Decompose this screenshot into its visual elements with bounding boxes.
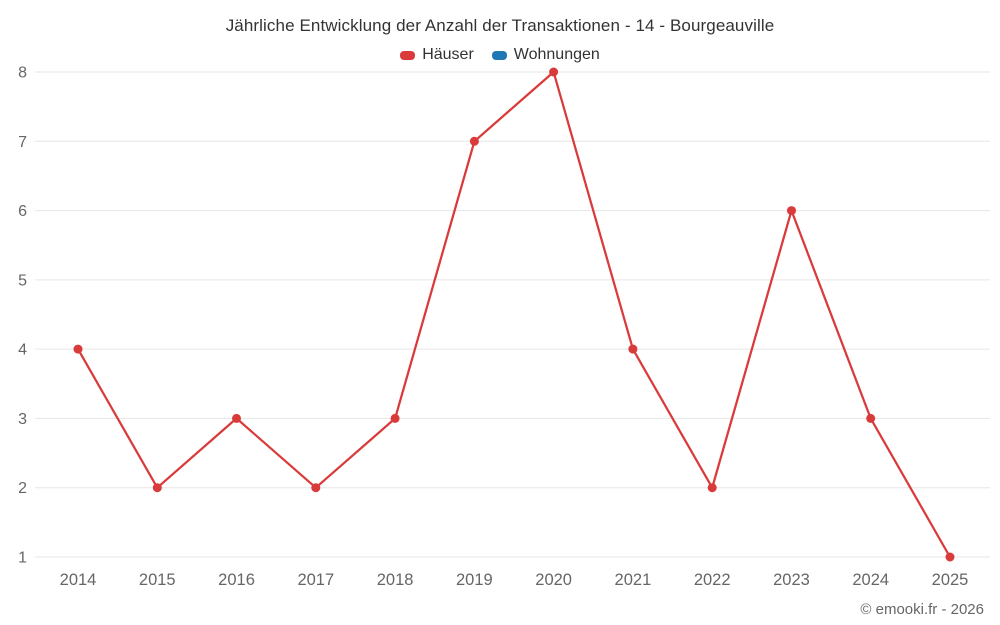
- legend-item-haeuser[interactable]: Häuser: [400, 46, 474, 64]
- data-point-marker[interactable]: [232, 413, 241, 423]
- legend-marker-haeuser: [400, 50, 416, 60]
- data-point-marker[interactable]: [866, 413, 876, 423]
- data-point-marker[interactable]: [945, 552, 955, 562]
- data-point-marker[interactable]: [549, 67, 559, 77]
- x-axis-tick-label: 2017: [297, 571, 334, 589]
- legend-label-haeuser: Häuser: [422, 46, 474, 63]
- x-axis-tick-label: 2025: [932, 571, 969, 589]
- legend-item-wohnungen[interactable]: Wohnungen: [491, 46, 600, 64]
- y-axis-tick-label: 6: [18, 203, 27, 220]
- x-axis-tick-label: 2020: [535, 571, 572, 589]
- data-point-marker[interactable]: [73, 344, 83, 354]
- y-axis-tick-label: 5: [18, 272, 27, 289]
- x-axis-tick-label: 2022: [694, 571, 731, 589]
- x-axis-tick-label: 2019: [456, 571, 493, 589]
- x-axis-tick-label: 2024: [852, 571, 889, 589]
- data-point-marker[interactable]: [787, 206, 796, 216]
- data-point-marker[interactable]: [707, 483, 717, 493]
- y-axis-tick-label: 4: [18, 342, 27, 359]
- legend-label-wohnungen: Wohnungen: [513, 46, 600, 63]
- x-axis-tick-label: 2016: [218, 571, 255, 589]
- series-line-Häuser: [76, 70, 952, 559]
- x-axis-tick-label: 2014: [60, 571, 97, 589]
- y-axis-tick-label: 8: [18, 65, 27, 82]
- y-axis-tick-label: 3: [18, 411, 27, 428]
- data-point-marker[interactable]: [311, 483, 321, 493]
- data-point-marker[interactable]: [469, 136, 479, 146]
- data-point-marker[interactable]: [390, 413, 400, 423]
- x-axis-tick-label: 2021: [615, 571, 652, 589]
- x-axis-tick-label: 2023: [773, 571, 810, 589]
- legend: Häuser Wohnungen: [0, 46, 1000, 64]
- legend-marker-wohnungen: [491, 50, 507, 60]
- y-axis-tick-label: 1: [18, 550, 27, 567]
- chart-title: Jährliche Entwicklung der Anzahl der Tra…: [225, 16, 775, 35]
- x-axis-tick-label: 2015: [139, 571, 176, 589]
- y-axis-tick-label: 7: [18, 134, 27, 151]
- x-axis-tick-label: 2018: [377, 571, 414, 589]
- data-point-marker[interactable]: [628, 344, 638, 354]
- copyright: © emooki.fr - 2026: [860, 601, 984, 618]
- y-axis-tick-label: 2: [18, 480, 27, 497]
- data-point-marker[interactable]: [152, 483, 162, 493]
